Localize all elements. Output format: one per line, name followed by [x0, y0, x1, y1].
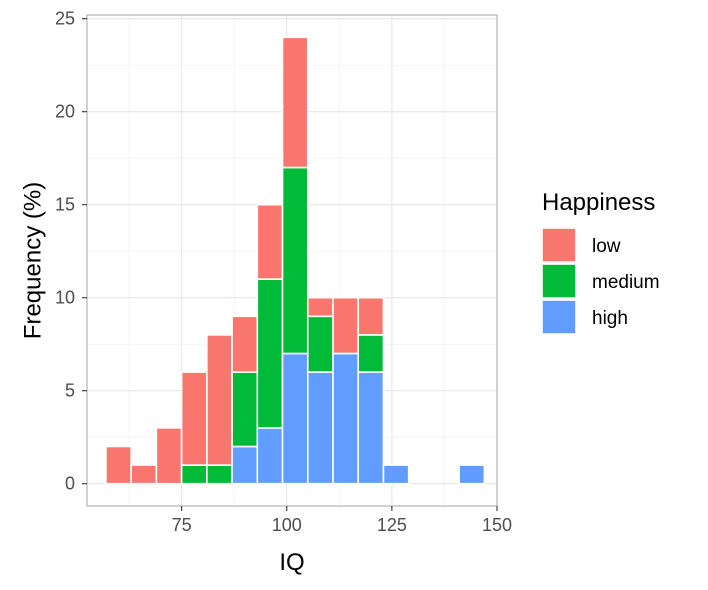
x-tick-label: 150: [482, 515, 512, 535]
bar-segment-medium: [281, 166, 309, 355]
bars-layer: [105, 36, 486, 485]
bar-segment-low: [256, 203, 284, 280]
bar-segment-low: [332, 296, 360, 355]
bar-segment-low: [155, 427, 183, 485]
bar-segment-medium: [306, 315, 334, 373]
x-tick-label: 75: [172, 515, 192, 535]
legend-label-medium: medium: [592, 272, 660, 293]
bar-segment-medium: [357, 334, 385, 373]
bar-segment-high: [332, 352, 360, 485]
legend-key-low: [541, 227, 577, 263]
bar-segment-medium: [206, 464, 233, 485]
legend-label-low: low: [592, 236, 621, 257]
bar-segment-low: [306, 296, 334, 318]
x-tick-label: 100: [272, 515, 302, 535]
y-tick-label: 20: [55, 102, 75, 122]
y-tick-label: 15: [55, 195, 75, 215]
bar-segment-low: [206, 334, 233, 466]
bar-segment-medium: [180, 464, 208, 485]
axes-layer: 75 100 125 150 0 5 10 15 20 25: [55, 9, 512, 535]
bar-segment-high: [382, 464, 410, 485]
bar-segment-high: [458, 464, 486, 485]
legend-title: Happiness: [542, 189, 655, 216]
panel-border: [86, 14, 498, 507]
y-tick-label: 25: [55, 9, 75, 29]
bar-segment-high: [256, 427, 284, 485]
bar-segment-low: [105, 445, 132, 485]
bar-segment-high: [306, 371, 334, 485]
y-tick-label: 10: [55, 288, 75, 308]
bar-segment-low: [130, 464, 158, 485]
x-tick-label: 125: [377, 515, 407, 535]
bar-segment-high: [281, 352, 309, 485]
bar-segment-low: [281, 36, 309, 169]
bar-segment-high: [231, 445, 259, 485]
legend-key-medium: [541, 263, 577, 299]
x-axis-title: IQ: [279, 549, 304, 576]
legend: Happiness low medium high: [541, 189, 660, 335]
legend-label-high: high: [592, 308, 628, 329]
bar-segment-high: [357, 371, 385, 485]
y-axis-title: Frequency (%): [19, 182, 46, 339]
bar-segment-low: [231, 315, 259, 373]
legend-key-high: [541, 299, 577, 335]
bar-segment-low: [180, 371, 208, 466]
bar-segment-medium: [256, 278, 284, 429]
y-tick-label: 5: [65, 381, 75, 401]
bar-segment-low: [357, 296, 385, 336]
y-tick-label: 0: [65, 474, 75, 494]
bar-segment-medium: [231, 371, 259, 448]
